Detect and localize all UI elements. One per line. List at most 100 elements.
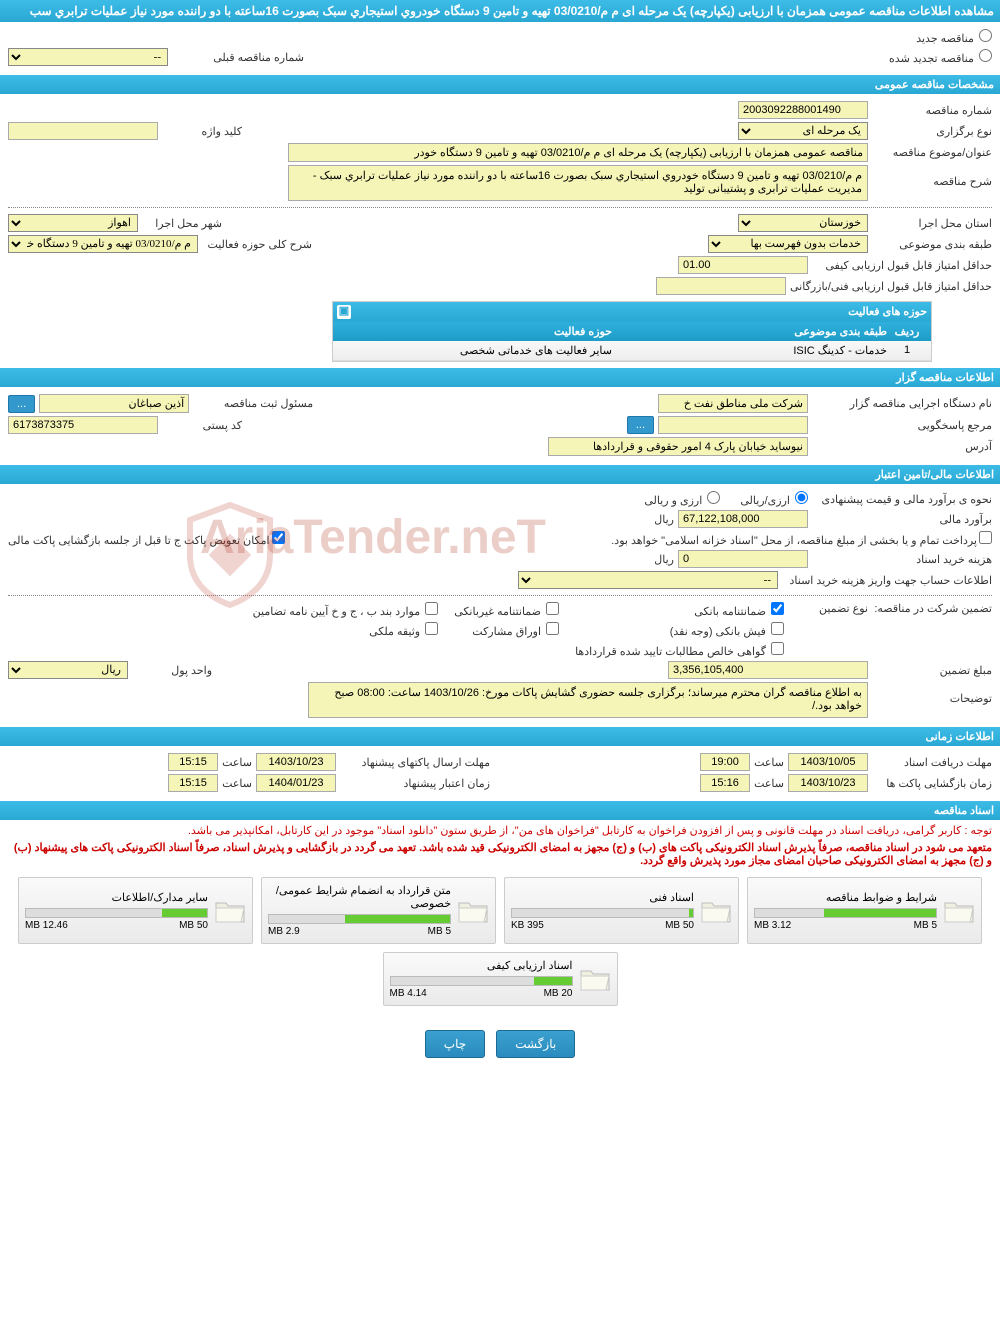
doc-total-4: 20 MB (544, 988, 573, 999)
new-tender-radio[interactable] (979, 29, 992, 42)
registrar-lookup-button[interactable]: ... (8, 395, 35, 413)
activity-scope-select[interactable]: م م/03/0210 تهیه و تامین 9 دستگاه خودروي (8, 235, 198, 253)
contract-receivables-label[interactable]: گواهی خالص مطالبات تایید شده قراردادها (575, 642, 784, 658)
bank-receipt-checkbox[interactable] (771, 622, 784, 635)
response-label: مرجع پاسخگویی (812, 419, 992, 432)
subject-label: عنوان/موضوع مناقصه (872, 146, 992, 159)
doc-used-2: 2.9 MB (268, 926, 300, 937)
new-tender-radio-label[interactable]: مناقصه جدید (916, 29, 992, 45)
currency-label: واحد پول (132, 664, 212, 677)
activity-table-header: حوزه های فعالیت ▣ (333, 302, 931, 322)
folder-icon (943, 897, 975, 925)
time-label-4: ساعت (222, 777, 252, 790)
folder-icon (214, 897, 246, 925)
docs-section-header: اسناد مناقصه (0, 801, 1000, 820)
currency-select[interactable]: ریال (8, 661, 128, 679)
opening-date: 1403/10/23 (788, 774, 868, 792)
payment-note-checkbox[interactable] (979, 531, 992, 544)
property-deed-label[interactable]: وثیقه ملکی (253, 622, 439, 638)
participation-papers-checkbox[interactable] (546, 622, 559, 635)
account-info-select[interactable]: -- (518, 571, 778, 589)
back-button[interactable]: بازگشت (496, 1030, 575, 1058)
currency-rial-radio-label[interactable]: ارزی/ریالی (740, 491, 808, 507)
time-label-1: ساعت (754, 756, 784, 769)
general-section-header: مشخصات مناقصه عمومی (0, 75, 1000, 94)
separator (8, 207, 992, 208)
renewed-tender-radio[interactable] (979, 49, 992, 62)
payment-note-checkbox-label: پرداخت تمام و یا بخشی از مبلغ مناقصه، از… (611, 531, 992, 547)
items-b-checkbox[interactable] (425, 602, 438, 615)
participation-papers-label[interactable]: اوراق مشارکت (454, 622, 559, 638)
collapse-icon[interactable]: ▣ (337, 305, 351, 319)
currency-arz-radio[interactable] (707, 491, 720, 504)
bank-guarantee-checkbox[interactable] (771, 602, 784, 615)
postal-label: کد پستی (162, 419, 242, 432)
time-label-3: ساعت (222, 756, 252, 769)
doc-progress-3 (25, 908, 208, 918)
province-label: استان محل اجرا (872, 217, 992, 230)
doc-used-0: 3.12 MB (754, 920, 791, 931)
holding-type-label: نوع برگزاری (872, 125, 992, 138)
docs-note-2: متعهد می شود در اسناد مناقصه، صرفاً پذیر… (8, 841, 992, 867)
account-info-label: اطلاعات حساب جهت واریز هزینه خرید اسناد (782, 574, 992, 587)
exec-label: نام دستگاه اجرایی مناقصه گزار (812, 397, 992, 410)
folder-icon (579, 965, 611, 993)
province-select[interactable]: خوزستان (738, 214, 868, 232)
registrar-label: مسئول ثبت مناقصه (193, 397, 313, 410)
unit-rial-2: ریال (654, 553, 674, 566)
doc-total-2: 5 MB (428, 926, 451, 937)
validity-label: زمان اعتبار پیشنهاد (340, 777, 490, 790)
table-row: 1 خدمات - کدینگ ISIC سایر فعالیت های خدم… (333, 341, 931, 361)
guarantee-type-label: نوع تضمین (788, 602, 868, 615)
category-label: طبقه بندی موضوعی (872, 238, 992, 251)
bank-receipt-label[interactable]: فیش بانکی (وجه نقد) (575, 622, 784, 638)
holding-type-select[interactable]: یک مرحله ای (738, 122, 868, 140)
estimate-method-label: نحوه ی برآورد مالی و قیمت پیشنهادی (812, 493, 992, 506)
category-select[interactable]: خدمات بدون فهرست بها (708, 235, 868, 253)
docs-section: توجه : کاربر گرامی، دریافت اسناد در مهلت… (0, 820, 1000, 1020)
currency-arz-radio-label[interactable]: ارزی و ریالی (644, 491, 720, 507)
watermark-shield-icon (180, 500, 280, 613)
col-activity: حوزه فعالیت (337, 325, 612, 338)
bank-guarantee-label[interactable]: ضمانتنامه بانکی (575, 602, 784, 618)
response-lookup-button[interactable]: ... (627, 416, 654, 434)
registrar-value: آذین صباغان (39, 394, 189, 413)
currency-rial-radio[interactable] (795, 491, 808, 504)
doc-card-4[interactable]: اسناد ارزیابی کیفی 20 MB4.14 MB (383, 952, 618, 1006)
min-tech-value (656, 277, 786, 295)
doc-receive-date: 1403/10/05 (788, 753, 868, 771)
contract-receivables-checkbox[interactable] (771, 642, 784, 655)
doc-cost-value: 0 (678, 550, 808, 568)
prev-tender-select[interactable]: -- (8, 48, 168, 66)
doc-used-3: 12.46 MB (25, 920, 68, 931)
unit-rial-1: ریال (654, 513, 674, 526)
doc-card-3[interactable]: سایر مدارک/اطلاعات 50 MB12.46 MB (18, 877, 253, 944)
nonbank-guarantee-checkbox[interactable] (546, 602, 559, 615)
doc-card-1[interactable]: اسناد فنی 50 MB395 KB (504, 877, 739, 944)
doc-title-2: متن قرارداد به انضمام شرایط عمومی/خصوصی (268, 884, 451, 910)
doc-card-0[interactable]: شرایط و ضوابط مناقصه 5 MB3.12 MB (747, 877, 982, 944)
doc-card-2[interactable]: متن قرارداد به انضمام شرایط عمومی/خصوصی … (261, 877, 496, 944)
participation-label: تضمین شرکت در مناقصه: (872, 602, 992, 615)
response-value (658, 416, 808, 434)
city-select[interactable]: اهواز (8, 214, 138, 232)
doc-progress-4 (390, 976, 573, 986)
renewed-tender-radio-label[interactable]: مناقصه تجدید شده (889, 53, 992, 65)
activity-scope-label: شرح کلی حوزه فعالیت (202, 238, 312, 251)
timing-section-header: اطلاعات زمانی (0, 727, 1000, 746)
timing-section: مهلت دریافت اسناد 1403/10/05 ساعت 19:00 … (0, 746, 1000, 799)
doc-progress-2 (268, 914, 451, 924)
items-b-label[interactable]: موارد بند ب ، ج و خ آیین نامه تضامین (253, 602, 439, 618)
property-deed-checkbox[interactable] (425, 622, 438, 635)
exec-value: شرکت ملی مناطق نفت خ (658, 394, 808, 413)
print-button[interactable]: چاپ (425, 1030, 485, 1058)
docs-grid: شرایط و ضوابط مناقصه 5 MB3.12 MB اسناد ف… (8, 867, 992, 1016)
notes-value: به اطلاع مناقصه گران محترم میرساند؛ برگز… (308, 682, 868, 718)
col-row: ردیف (887, 325, 927, 338)
organizer-section-header: اطلاعات مناقصه گزار (0, 368, 1000, 387)
nonbank-guarantee-label[interactable]: ضمانتنامه غیربانکی (454, 602, 559, 618)
desc-label: شرح مناقصه (872, 165, 992, 188)
city-label: شهر محل اجرا (142, 217, 222, 230)
tender-number-value: 2003092288001490 (738, 101, 868, 119)
validity-date: 1404/01/23 (256, 774, 336, 792)
